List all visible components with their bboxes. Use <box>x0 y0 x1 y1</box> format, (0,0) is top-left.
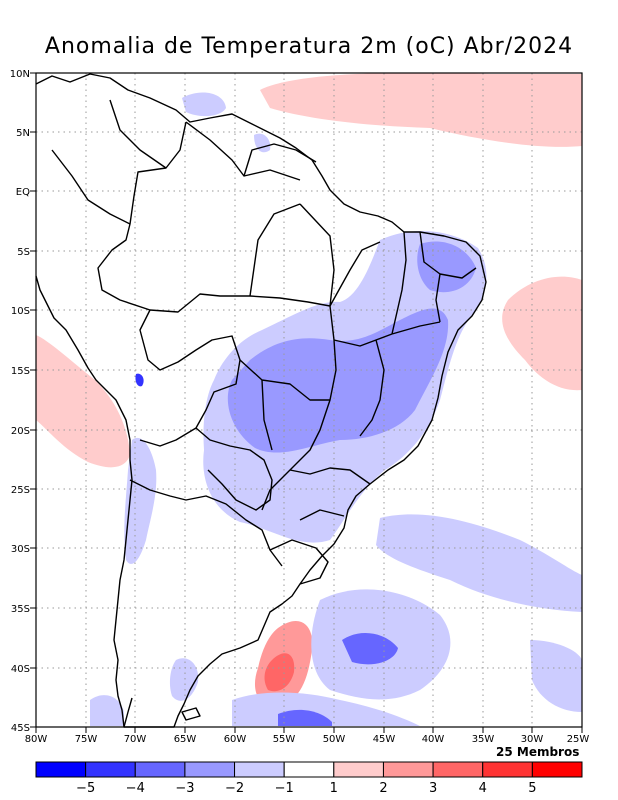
lon-label: 35W <box>472 734 495 745</box>
colorbar-tick-label: 4 <box>479 781 487 796</box>
continent-outline <box>35 73 487 728</box>
colorbar-tick-label: 5 <box>528 781 536 796</box>
brazil-border <box>97 121 337 511</box>
colorbar-swatch <box>333 761 384 778</box>
colorbar-tick-label: 1 <box>330 781 338 796</box>
falkland-islands <box>181 707 201 721</box>
cool-anomaly-southeast <box>530 640 582 712</box>
members-label: 25 Membros <box>496 745 580 759</box>
colorbar-swatch <box>382 761 434 778</box>
lon-label: 80W <box>25 734 48 745</box>
cool-anomaly-patagonia-2 <box>169 658 199 701</box>
cool-anomaly-south-atlantic <box>376 514 582 612</box>
colorbar-swatch <box>482 761 533 778</box>
lat-label: 10N <box>10 69 30 80</box>
anomaly-fill-layer <box>36 72 582 726</box>
lat-label: 15S <box>11 366 30 377</box>
lat-label: 25S <box>11 485 30 496</box>
colorbar-swatch <box>35 761 87 778</box>
lat-label: 40S <box>11 664 30 675</box>
map-title: Anomalia de Temperatura 2m (oC) Abr/2024 <box>44 34 574 59</box>
bolivia-border <box>139 309 241 447</box>
colorbar-tick-label: −5 <box>76 781 95 796</box>
cool-anomaly-patagonia <box>90 695 124 726</box>
uruguay-border <box>269 539 329 585</box>
warm-anomaly-pacific <box>36 335 130 468</box>
colorbar <box>35 761 583 778</box>
grid-lines <box>36 73 582 727</box>
cool-anomaly-brazil-moderate <box>227 308 449 453</box>
lon-label: 60W <box>224 734 247 745</box>
colorbar-swatch <box>234 761 285 778</box>
colorbar-tick-label: −4 <box>126 781 145 796</box>
warm-anomaly-north-atlantic <box>260 72 582 147</box>
warm-anomaly-east-atlantic <box>502 276 582 391</box>
guianas-border <box>243 143 317 177</box>
tick-marks <box>30 72 583 733</box>
colorbar-tick-label: 3 <box>429 781 437 796</box>
venezuela-border <box>185 121 301 181</box>
coastlines-and-borders <box>35 73 487 728</box>
latitude-labels: 10N 5N EQ 5S 10S 15S 20S 25S 30S 35S 40S… <box>10 69 30 734</box>
lat-label: 5S <box>17 247 30 258</box>
colorbar-swatch <box>531 761 583 778</box>
warm-anomaly-south-atlantic-inner <box>264 653 295 692</box>
cool-anomaly-andes-strong <box>135 373 144 387</box>
colombia-border <box>109 99 167 169</box>
cool-anomaly-andes <box>124 437 157 564</box>
lat-label: 20S <box>11 426 30 437</box>
lon-label: 65W <box>174 734 197 745</box>
colorbar-swatch <box>85 761 136 778</box>
brazil-states <box>239 203 477 521</box>
colorbar-swatch <box>134 761 186 778</box>
lat-label: 45S <box>11 723 30 734</box>
lon-label: 70W <box>124 734 147 745</box>
lon-label: 50W <box>323 734 346 745</box>
colorbar-swatch <box>184 761 236 778</box>
cool-anomaly-northeast <box>417 241 476 293</box>
longitude-labels: 80W 75W 70W 65W 60W 55W 50W 45W 40W 35W … <box>25 734 590 745</box>
colorbar-swatch <box>283 761 335 778</box>
lat-label: 35S <box>11 604 30 615</box>
lat-label: 10S <box>11 306 30 317</box>
peru-border <box>51 149 131 225</box>
cool-anomaly-north-small <box>182 92 226 117</box>
colorbar-tick-label: −3 <box>175 781 194 796</box>
lat-label: EQ <box>16 187 30 198</box>
colorbar-labels: −5 −4 −3 −2 −1 1 2 3 4 5 <box>76 781 536 796</box>
lon-label: 75W <box>75 734 98 745</box>
lon-label: 45W <box>373 734 396 745</box>
colorbar-tick-label: −1 <box>275 781 294 796</box>
paraguay-border <box>195 427 273 511</box>
colorbar-tick-label: −2 <box>225 781 244 796</box>
map-frame <box>35 72 583 728</box>
lon-label: 55W <box>273 734 296 745</box>
colorbar-swatch <box>432 761 484 778</box>
lon-label: 25W <box>567 734 590 745</box>
tierra-del-fuego <box>123 697 133 728</box>
lat-label: 5N <box>16 128 30 139</box>
colorbar-tick-label: 2 <box>379 781 387 796</box>
lon-label: 40W <box>422 734 445 745</box>
argentina-border <box>129 479 283 567</box>
lon-label: 30W <box>521 734 544 745</box>
cool-anomaly-bottom-strong <box>278 709 332 726</box>
lat-label: 30S <box>11 544 30 555</box>
